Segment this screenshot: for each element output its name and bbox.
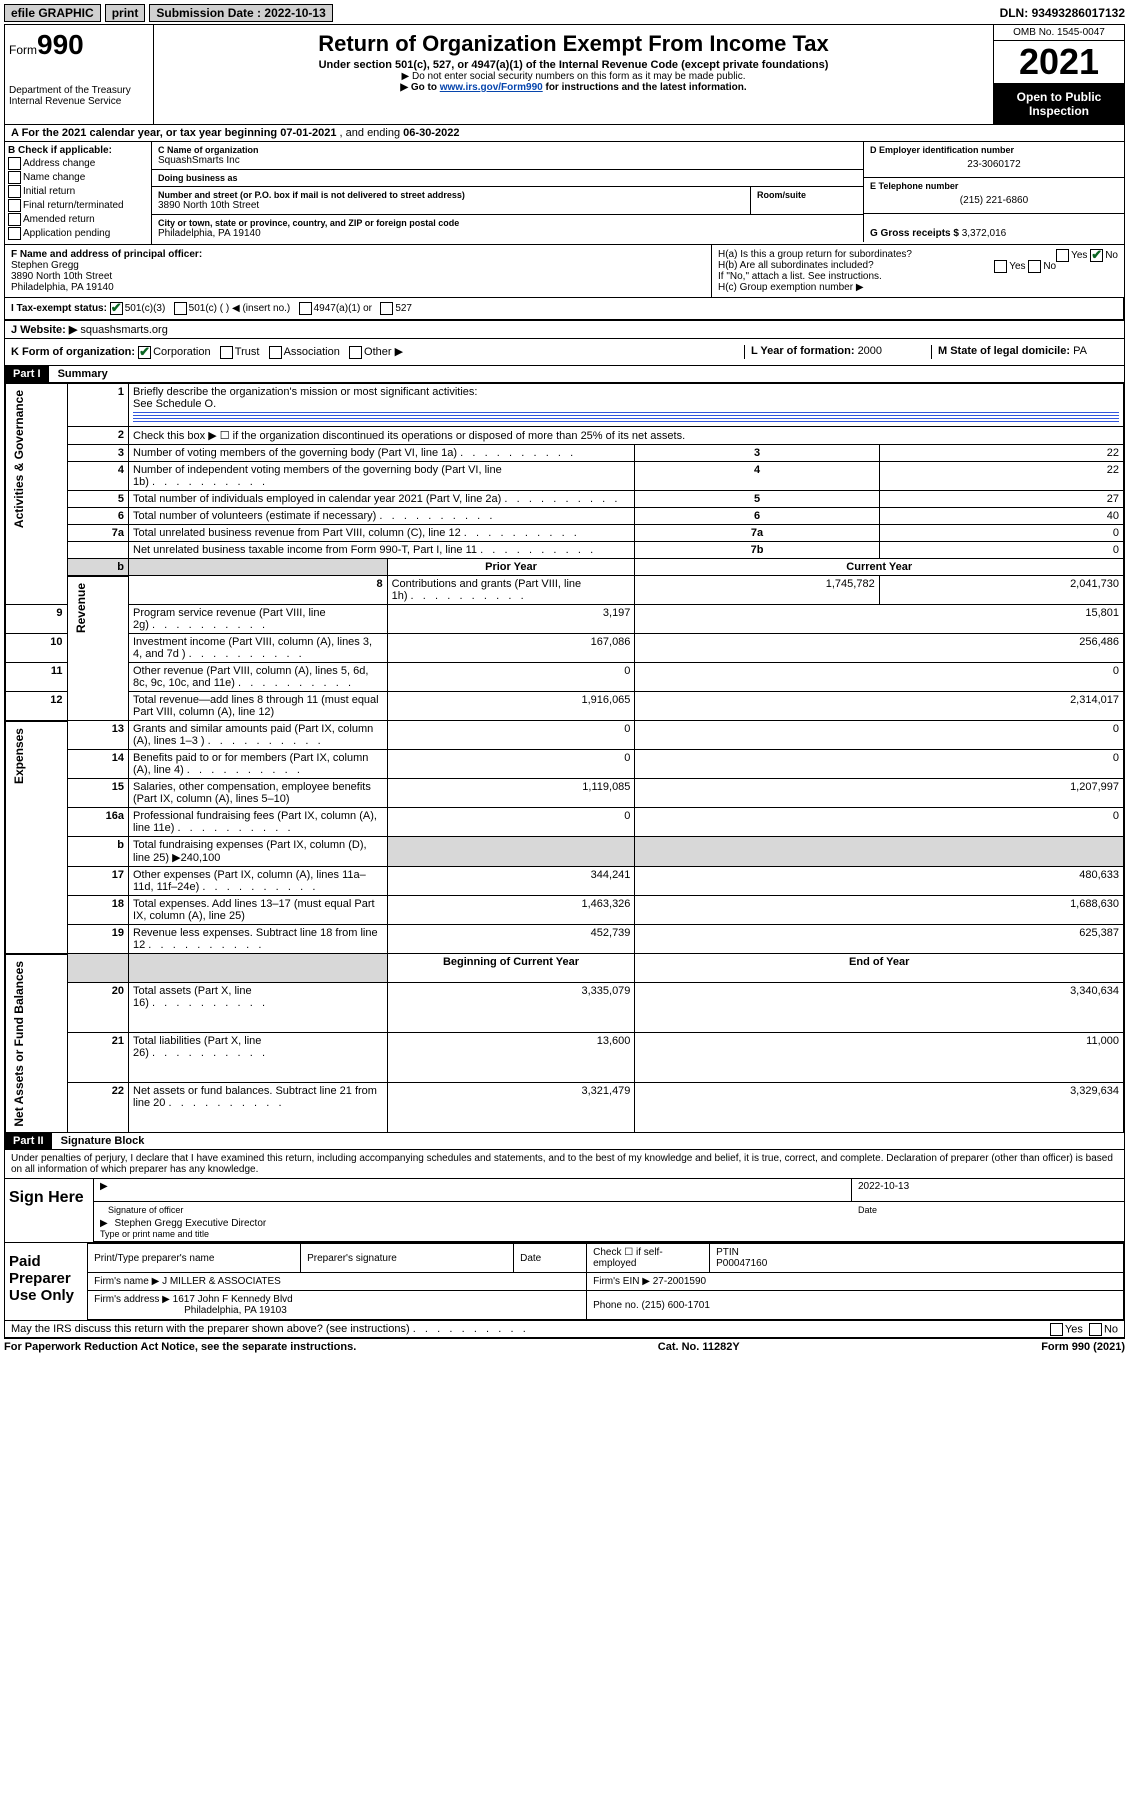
part1-table: Activities & Governance 1 Briefly descri… [5,383,1124,1134]
org-name-label: C Name of organization [158,145,857,155]
row-k-form-org: K Form of organization: Corporation Trus… [11,345,744,359]
ein-label: D Employer identification number [870,145,1118,155]
open-public-badge: Open to Public Inspection [994,84,1124,124]
vtab-governance: Activities & Governance [10,386,28,532]
hint-link: ▶ Go to www.irs.gov/Form990 for instruct… [158,82,989,93]
website-value: squashsmarts.org [80,324,167,336]
form-subtitle: Under section 501(c), 527, or 4947(a)(1)… [158,59,989,71]
row-i-tax-status: I Tax-exempt status: 501(c)(3) 501(c) ( … [11,302,1117,315]
officer-name-line: Stephen Gregg Executive Director Type or… [94,1216,1124,1242]
jurat-text: Under penalties of perjury, I declare th… [5,1150,1124,1179]
website-label: J Website: ▶ [11,324,80,336]
page-footer: For Paperwork Reduction Act Notice, see … [4,1339,1125,1355]
city-label: City or town, state or province, country… [158,218,857,228]
part2-title: Signature Block [55,1133,151,1149]
irs-link[interactable]: www.irs.gov/Form990 [440,82,543,93]
discuss-row: May the IRS discuss this return with the… [5,1321,1124,1338]
city-value: Philadelphia, PA 19140 [158,228,857,239]
vtab-expenses: Expenses [10,724,28,788]
dln: DLN: 93493286017132 [1000,6,1125,20]
dept-treasury: Department of the Treasury [9,85,149,96]
ein-value: 23-3060172 [870,155,1118,174]
vtab-net-assets: Net Assets or Fund Balances [10,957,28,1131]
paid-preparer-label: Paid Preparer Use Only [5,1243,87,1320]
part1-title: Summary [52,366,114,382]
submission-date: Submission Date : 2022-10-13 [149,4,332,22]
org-name: SquashSmarts Inc [158,155,857,166]
officer-signature-line: Signature of officer [94,1179,851,1202]
street-value: 3890 North 10th Street [158,200,744,211]
part1-header: Part I [5,366,49,382]
irs-label: Internal Revenue Service [9,96,149,107]
top-bar: efile GRAPHIC print Submission Date : 20… [4,4,1125,22]
dba-label: Doing business as [158,173,857,183]
box-f-officer: F Name and address of principal officer:… [5,245,711,297]
vtab-revenue: Revenue [72,579,90,637]
phone-label: E Telephone number [870,181,1118,191]
gross-label: G Gross receipts $ [870,228,962,239]
state-domicile: M State of legal domicile: PA [931,345,1118,359]
form-header: Form990 Department of the Treasury Inter… [5,25,1124,125]
phone-value: (215) 221-6860 [870,191,1118,210]
box-b-checkboxes: B Check if applicable: Address change Na… [5,142,152,244]
form-title: Return of Organization Exempt From Incom… [158,31,989,57]
year-formation: L Year of formation: 2000 [744,345,931,359]
sig-date: 2022-10-13 Date [851,1179,1124,1202]
print-button[interactable]: print [105,4,146,22]
room-label: Room/suite [757,190,857,200]
efile-label: efile GRAPHIC [4,4,101,22]
hint-ssn: ▶ Do not enter social security numbers o… [158,71,989,82]
part2-header: Part II [5,1133,52,1149]
box-h: H(a) Is this a group return for subordin… [711,245,1124,297]
row-a-tax-year: A For the 2021 calendar year, or tax yea… [5,125,1124,142]
tax-year: 2021 [994,41,1124,84]
gross-value: 3,372,016 [962,228,1007,239]
preparer-table: Print/Type preparer's name Preparer's si… [87,1243,1124,1320]
sign-here-label: Sign Here [5,1179,93,1242]
street-label: Number and street (or P.O. box if mail i… [158,190,744,200]
omb-number: OMB No. 1545-0047 [994,25,1124,41]
